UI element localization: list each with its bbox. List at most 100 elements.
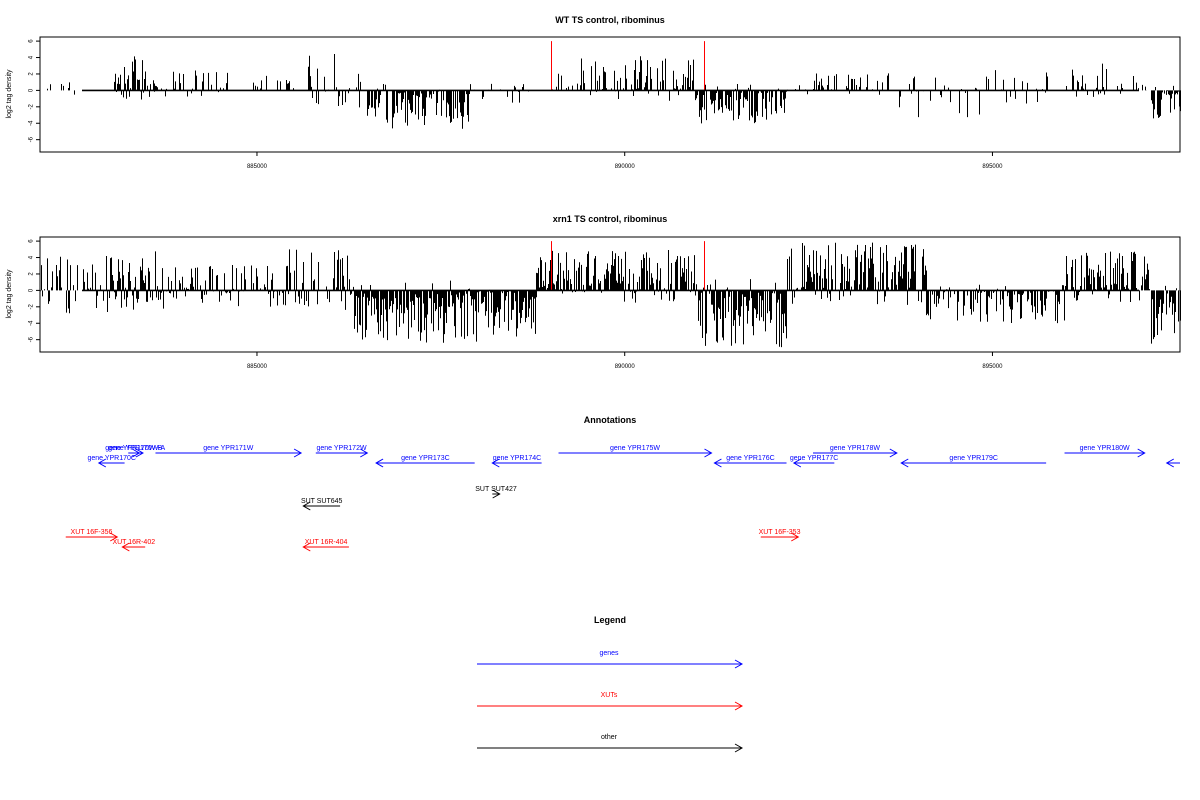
annotation-arrowhead [1165, 458, 1175, 468]
annotation-feature: gene YPR176C [713, 455, 787, 468]
panel-title-xrn1: xrn1 TS control, ribominus [553, 214, 668, 224]
annotation-arrowhead [293, 448, 303, 458]
y-axis-label-xrn1: log2 tag density [6, 269, 13, 319]
y-axis-wt: -6 -4 -2 0 2 4 6 [29, 39, 41, 142]
annotation-label: gene YPR179C [949, 455, 998, 462]
annotation-arrowhead [302, 542, 311, 552]
y-tick-label: -6 [29, 136, 35, 142]
marker-lines-xrn1 [551, 241, 705, 291]
annotation-arrowhead [375, 458, 384, 468]
annotation-feature: gene YPR177C [790, 455, 839, 468]
legend-arrowhead [734, 659, 744, 669]
legend-label: genes [599, 650, 619, 657]
y-tick-label: -6 [29, 336, 35, 342]
annotation-label: SUT SUT427 [475, 486, 517, 493]
annotation-feature: SUT SUT427 [475, 486, 517, 499]
legend-title: Legend [594, 615, 626, 625]
y-tick-label: -4 [29, 320, 35, 326]
annotation-feature: gene YPR174C [491, 455, 542, 468]
annotation-label: XUT 16R-402 [112, 539, 155, 546]
x-tick-label: 885000 [247, 164, 268, 170]
legend-label: XUTs [601, 692, 618, 699]
y-tick-label: -2 [29, 103, 35, 109]
annotation-label: XUT 16F-353 [759, 529, 801, 536]
annotation-arrowhead [792, 458, 802, 468]
annotation-feature: XUT 16R-404 [302, 539, 349, 552]
annotation-feature: gene YPR172W [315, 445, 369, 458]
y-tick-label: -4 [29, 120, 35, 126]
y-tick-label: -2 [29, 303, 35, 309]
y-axis-label-wt: log2 tag density [6, 69, 13, 119]
annotation-label: gene YPR170C [87, 455, 136, 462]
annotation-arrowhead [302, 501, 311, 511]
annotation-feature: gene YPR178W [812, 445, 898, 458]
annotation-label: gene YPR178W [830, 445, 880, 452]
y-tick-label: 6 [29, 239, 35, 243]
legend-label: other [601, 734, 618, 741]
annotation-arrowhead [492, 489, 501, 499]
y-tick-label: 6 [29, 39, 35, 43]
annotation-feature: gene YPR173C [375, 455, 475, 468]
annotation-arrowhead [132, 448, 141, 458]
annotation-arrowhead [97, 458, 107, 468]
annotation-feature: XUT 16F-353 [759, 529, 801, 542]
annotation-label: gene YPR173C [401, 455, 450, 462]
legend-item: other [477, 734, 744, 753]
annotation-label: gene YPR175W [610, 445, 660, 452]
annotation-label: gene YPR180W [1080, 445, 1130, 452]
annotation-feature: SUT SUT645 [301, 498, 343, 511]
annotation-feature: gene YPR175W [558, 445, 713, 458]
annotation-label: XUT 16F-356 [71, 529, 113, 536]
legend-arrowhead [734, 743, 744, 753]
signal-bars-xrn1 [40, 242, 1181, 348]
panel-title-wt: WT TS control, ribominus [555, 15, 665, 25]
x-tick-label: 890000 [615, 164, 636, 170]
annotation-feature: gene YPR179C [900, 455, 1047, 468]
annotation-feature [1165, 458, 1180, 468]
annotation-arrowhead [491, 458, 500, 468]
y-axis-xrn1: -6 -4 -2 0 2 4 6 [29, 239, 41, 342]
y-tick-label: 0 [29, 88, 35, 92]
annotation-arrowhead [1137, 448, 1146, 458]
annotation-feature: gene YPR170W-B [105, 445, 163, 458]
annotation-feature: gene YPR170C [87, 455, 136, 468]
annotation-label: gene YPR176C [726, 455, 775, 462]
legend-item: genes [477, 650, 744, 669]
x-tick-label: 895000 [982, 164, 1003, 170]
annotation-label: gene YPR177C [790, 455, 839, 462]
annotation-arrowhead [889, 448, 898, 458]
track-panel-wt: WT TS control, ribominus log2 tag densit… [6, 15, 1181, 170]
y-tick-label: 2 [29, 72, 35, 76]
annotations-title: Annotations [584, 415, 637, 425]
annotation-label: gene YPR170W-A [108, 445, 165, 452]
annotation-arrowhead [704, 448, 713, 458]
annotation-feature: gene YPR180W [1064, 445, 1146, 458]
legend-items: genes XUTs other [477, 650, 744, 753]
y-tick-label: 2 [29, 272, 35, 276]
annotation-label: gene YPR170W-B [105, 445, 162, 452]
annotation-feature: XUT 16R-402 [112, 539, 155, 552]
y-tick-label: 0 [29, 288, 35, 292]
annotation-label: SUT SUT645 [301, 498, 343, 505]
annotation-feature: XUT 16F-356 [65, 529, 119, 542]
annotation-feature: gene YPR171W [155, 445, 303, 458]
legend-item: XUTs [477, 692, 744, 711]
marker-lines-wt [551, 41, 705, 91]
legend-arrowhead [734, 701, 744, 711]
annotation-arrowhead [713, 458, 722, 468]
track-panel-xrn1: xrn1 TS control, ribominus log2 tag dens… [6, 214, 1181, 370]
annotation-arrowhead [135, 448, 144, 458]
y-tick-label: 4 [29, 255, 35, 259]
y-tick-label: 4 [29, 55, 35, 59]
annotation-arrowhead [791, 532, 800, 542]
x-tick-label: 885000 [247, 364, 268, 370]
annotation-arrowhead [900, 458, 909, 468]
annotation-arrowhead [121, 542, 130, 552]
x-tick-label: 890000 [615, 364, 636, 370]
legend-panel: Legend genes XUTs other [477, 615, 744, 753]
annotation-label: gene YPR171W [203, 445, 253, 452]
